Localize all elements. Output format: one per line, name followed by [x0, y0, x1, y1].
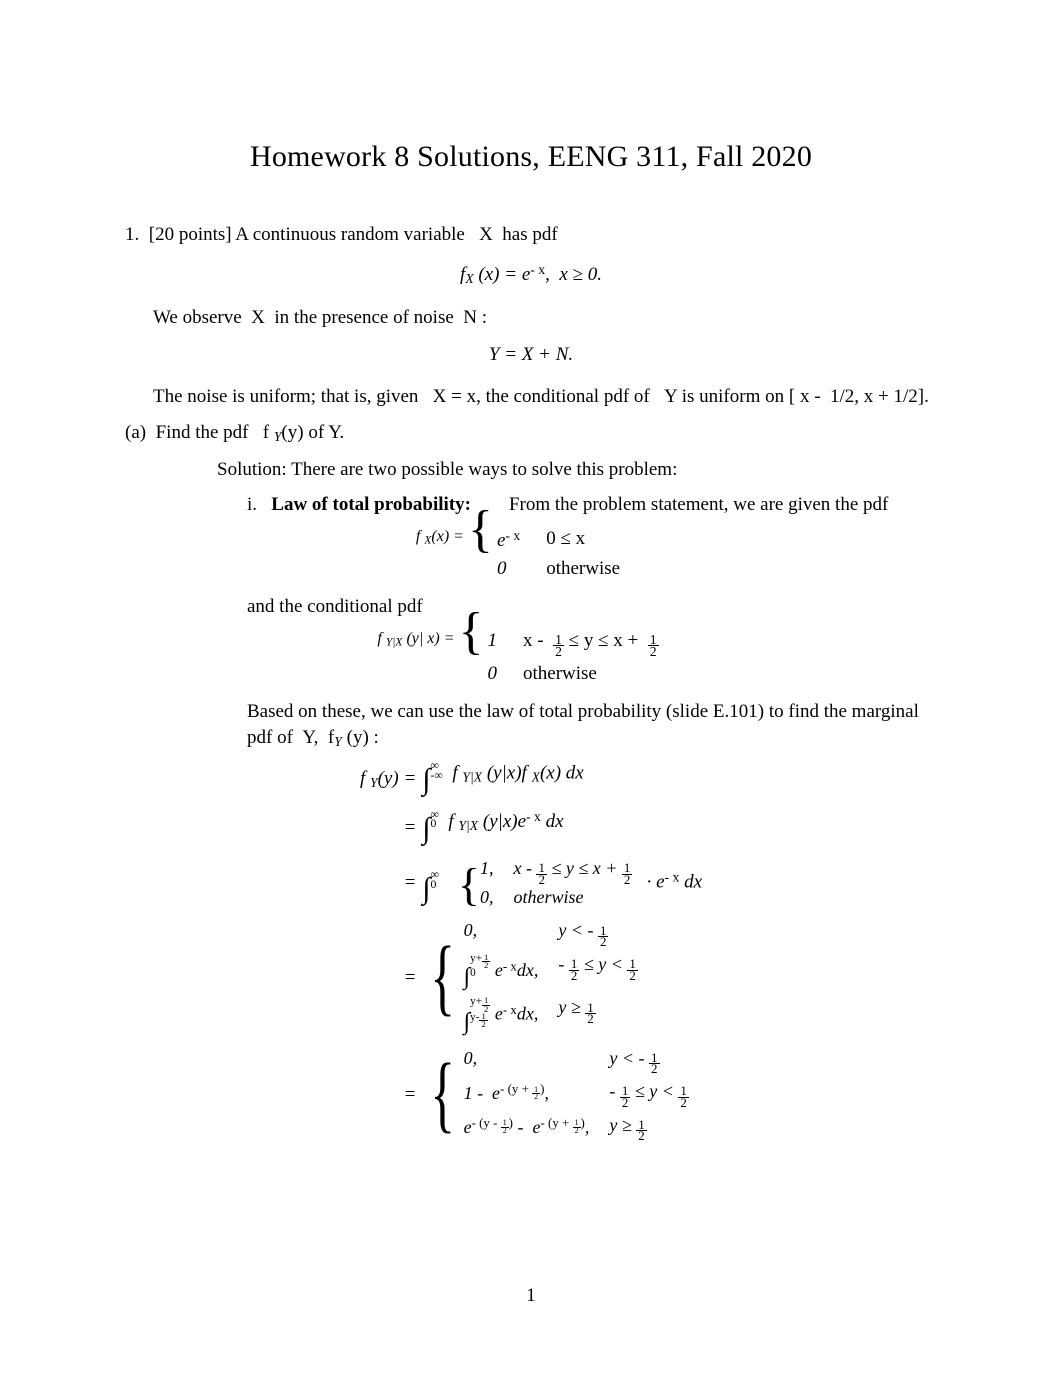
piecewise-fx-body: e- x 0 ≤ x 0 otherwise [497, 528, 646, 580]
brace-icon: { [459, 632, 484, 688]
pw1-val-0: e- x [497, 528, 520, 552]
item-i: i. Law of total probability: From the pr… [247, 492, 937, 518]
align-rhs-1: ∫∞0 f Y|X (y|x)e- x dx [422, 809, 702, 846]
observe-line: We observe X in the presence of noise N … [153, 305, 937, 331]
pw2-cond-1: otherwise [523, 663, 659, 685]
align-lhs-2: = [360, 872, 422, 894]
pw2-val-1: 0 [488, 663, 498, 685]
based-on-these: Based on these, we can use the law of to… [247, 699, 937, 751]
align-rhs-2: ∫∞0 {1,x - 12 ≤ y ≤ x + 120,otherwise · … [422, 858, 702, 909]
pw2-cond-0: x - 12 ≤ y ≤ x + 12 [523, 630, 659, 658]
page-title: Homework 8 Solutions, EENG 311, Fall 202… [125, 140, 937, 174]
part-a: (a) Find the pdf f Y(y) of Y. [125, 420, 937, 446]
align-rhs-0: ∫∞-∞ f Y|X (y|x)f X(x) dx [422, 761, 702, 797]
align-rhs-4: {0,y < - 121 - e- (y + 12),- 12 ≤ y < 12… [422, 1048, 702, 1143]
part-a-text: Find the pdf f Y(y) of Y. [156, 422, 345, 443]
piecewise-fx: f X(x) = { e- x 0 ≤ x 0 otherwise [125, 528, 937, 580]
item-i-lead: Law of total probability: From the probl… [271, 494, 888, 515]
equation-fx: fX (x) = e- x, x ≥ 0. [125, 262, 937, 287]
page-number: 1 [0, 1285, 1062, 1307]
derivation-block: f Y(y) = ∫∞-∞ f Y|X (y|x)f X(x) dx = ∫∞0… [125, 761, 937, 1142]
problem-points: [20 points] A continuous random variable… [149, 224, 558, 245]
solution-intro: Solution: There are two possible ways to… [217, 457, 937, 483]
align-rhs-3: {0,y < - 12∫y+120 e- xdx,- 12 ≤ y < 12∫y… [422, 920, 702, 1035]
piecewise-fx-lhs: f X(x) = [416, 528, 464, 580]
piecewise-fyx-lhs: f Y|X (y| x) = [377, 630, 454, 686]
item-i-label: i. [247, 494, 257, 515]
part-a-label: (a) [125, 422, 146, 443]
pw1-cond-1: otherwise [546, 558, 620, 580]
brace-icon: { [468, 530, 493, 582]
align-grid: f Y(y) = ∫∞-∞ f Y|X (y|x)f X(x) dx = ∫∞0… [360, 761, 702, 1142]
align-lhs-3: = [360, 967, 422, 989]
pw1-cond-0: 0 ≤ x [546, 528, 620, 552]
align-lhs-0: f Y(y) = [360, 768, 422, 791]
piecewise-fyx: f Y|X (y| x) = { 1 x - 12 ≤ y ≤ x + 12 0… [125, 630, 937, 686]
noise-uniform-line: The noise is uniform; that is, given X =… [153, 384, 937, 410]
align-lhs-4: = [360, 1084, 422, 1106]
equation-y: Y = X + N. [125, 344, 937, 366]
pw2-val-0: 1 [488, 630, 498, 658]
problem-number: 1. [125, 224, 139, 245]
align-lhs-1: = [360, 817, 422, 839]
pw1-val-1: 0 [497, 558, 520, 580]
piecewise-fyx-body: 1 x - 12 ≤ y ≤ x + 12 0 otherwise [488, 630, 685, 686]
problem-1: 1. [20 points] A continuous random varia… [125, 222, 937, 248]
page: Homework 8 Solutions, EENG 311, Fall 202… [0, 0, 1062, 1216]
and-conditional: and the conditional pdf [247, 594, 937, 620]
